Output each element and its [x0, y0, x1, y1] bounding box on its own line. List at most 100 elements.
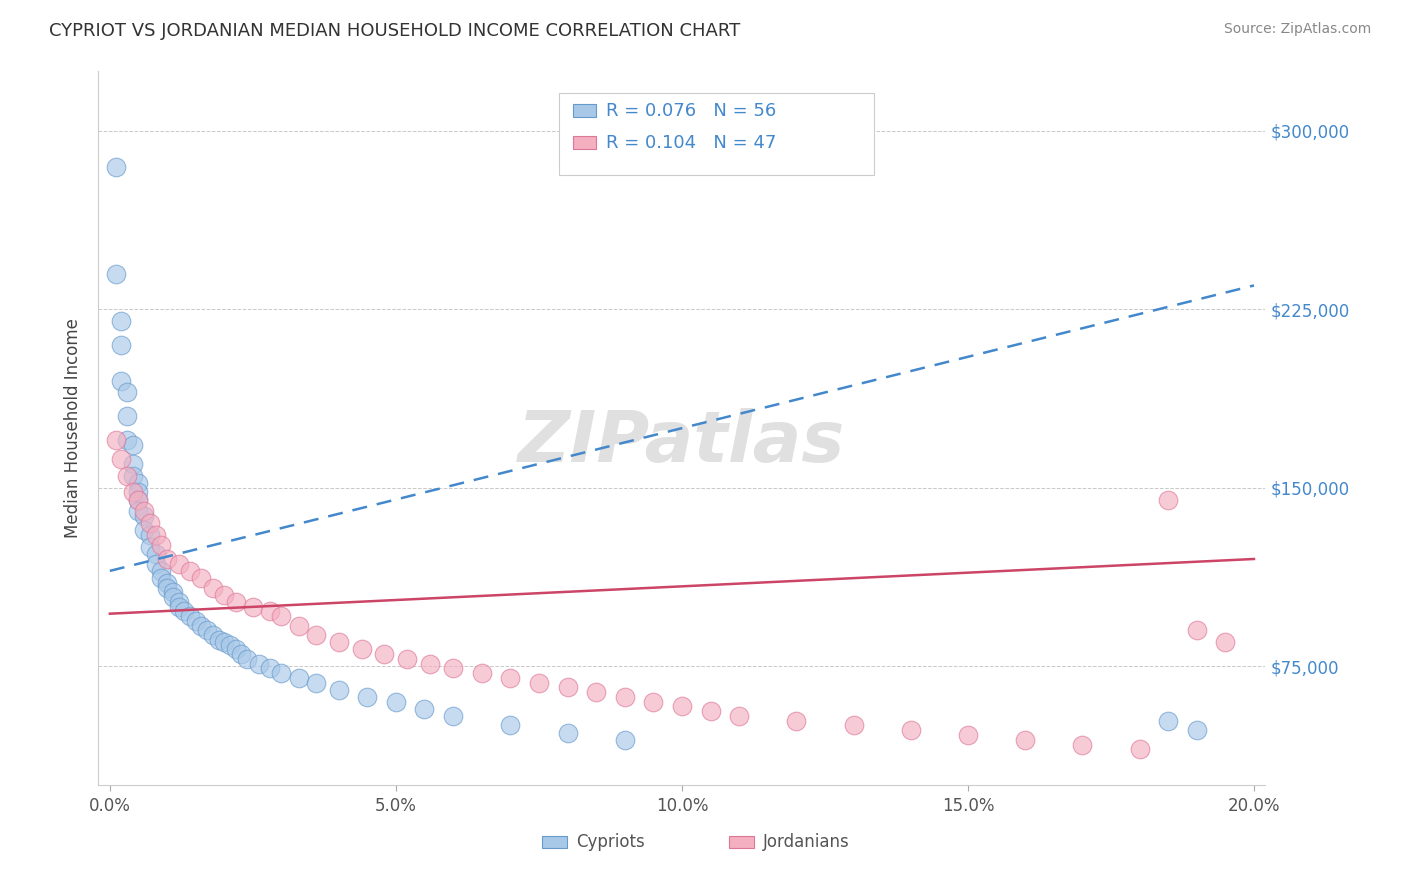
Point [134, 504, 156, 518]
Bar [728, 836, 754, 848]
Point [150, 564, 173, 578]
Point [145, 528, 167, 542]
Point [1014, 732, 1036, 747]
Point [139, 540, 162, 554]
Point [225, 595, 247, 609]
Text: Cypriots: Cypriots [576, 833, 645, 851]
Point [167, 557, 190, 571]
Point [139, 528, 162, 542]
Point [156, 575, 179, 590]
Text: Source: ZipAtlas.com: Source: ZipAtlas.com [1223, 22, 1371, 37]
Text: Jordanians: Jordanians [763, 833, 849, 851]
Point [173, 604, 195, 618]
Point [134, 524, 156, 538]
Text: CYPRIOT VS JORDANIAN MEDIAN HOUSEHOLD INCOME CORRELATION CHART: CYPRIOT VS JORDANIAN MEDIAN HOUSEHOLD IN… [49, 22, 741, 40]
Point [162, 590, 184, 604]
Point [305, 675, 328, 690]
Point [1157, 714, 1180, 728]
Point [225, 642, 247, 657]
Point [350, 642, 373, 657]
Point [1185, 723, 1208, 738]
Point [167, 595, 190, 609]
Point [259, 661, 281, 675]
Point [201, 628, 224, 642]
Point [104, 433, 127, 447]
Point [190, 571, 212, 585]
Point [585, 685, 607, 699]
Point [305, 628, 328, 642]
Point [441, 709, 464, 723]
Point [115, 409, 138, 424]
Y-axis label: Median Household Income: Median Household Income [65, 318, 83, 538]
Point [287, 618, 309, 632]
Point [270, 609, 292, 624]
Point [499, 718, 522, 732]
Point [373, 647, 395, 661]
Point [167, 599, 190, 614]
Point [219, 638, 242, 652]
Point [104, 160, 127, 174]
Point [121, 457, 143, 471]
Point [270, 666, 292, 681]
Point [127, 492, 149, 507]
Point [121, 485, 143, 500]
Point [671, 699, 693, 714]
Bar [574, 103, 596, 117]
Point [121, 438, 143, 452]
Point [214, 635, 236, 649]
Point [613, 732, 636, 747]
Point [156, 552, 179, 566]
Point [785, 714, 807, 728]
Point [956, 728, 979, 742]
Bar [574, 136, 596, 149]
Point [413, 702, 436, 716]
Point [115, 468, 138, 483]
Text: R = 0.104   N = 47: R = 0.104 N = 47 [606, 135, 776, 153]
Point [499, 671, 522, 685]
Point [1185, 624, 1208, 638]
Point [527, 675, 550, 690]
Point [150, 538, 173, 552]
Point [471, 666, 494, 681]
Point [110, 374, 132, 388]
FancyBboxPatch shape [560, 93, 875, 175]
Point [214, 588, 236, 602]
Point [419, 657, 441, 671]
Point [127, 492, 149, 507]
Point [156, 581, 179, 595]
Point [115, 433, 138, 447]
Point [139, 516, 162, 531]
Point [110, 338, 132, 352]
Point [259, 604, 281, 618]
Point [1071, 738, 1094, 752]
Point [236, 652, 259, 666]
Point [1215, 635, 1237, 649]
Point [1128, 742, 1150, 756]
Point [145, 547, 167, 561]
Point [127, 504, 149, 518]
Point [231, 647, 253, 661]
Point [699, 704, 721, 718]
Point [385, 695, 408, 709]
Point [162, 585, 184, 599]
Point [184, 614, 207, 628]
Point [557, 681, 579, 695]
Point [127, 485, 149, 500]
Point [842, 718, 865, 732]
Point [247, 657, 270, 671]
Point [728, 709, 751, 723]
Point [557, 725, 579, 739]
Point [287, 671, 309, 685]
Text: R = 0.076   N = 56: R = 0.076 N = 56 [606, 103, 776, 120]
Point [242, 599, 264, 614]
Point [145, 557, 167, 571]
Point [190, 618, 212, 632]
Point [613, 690, 636, 704]
Point [150, 571, 173, 585]
Point [110, 314, 132, 328]
Point [328, 682, 350, 697]
Point [179, 564, 201, 578]
Bar [541, 836, 567, 848]
Point [134, 509, 156, 524]
Point [195, 624, 218, 638]
